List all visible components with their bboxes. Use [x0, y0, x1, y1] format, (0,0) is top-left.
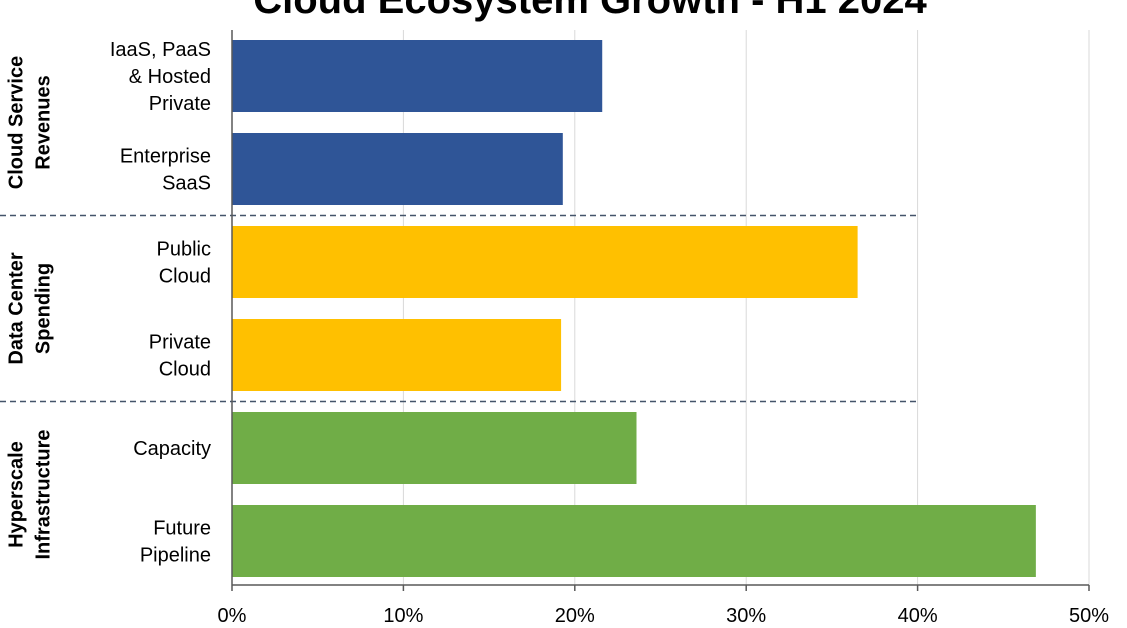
- bar: [232, 133, 563, 205]
- category-label: Private: [149, 332, 211, 354]
- category-label: Public: [157, 239, 211, 261]
- group-label: Infrastructure: [33, 429, 55, 559]
- x-tick-label: 0%: [218, 605, 247, 627]
- group-label: Revenues: [33, 75, 55, 170]
- category-label: Cloud: [159, 266, 211, 288]
- x-tick-label: 20%: [555, 605, 595, 627]
- x-tick-label: 40%: [898, 605, 938, 627]
- category-label: Cloud: [159, 359, 211, 381]
- category-label: Capacity: [133, 438, 211, 460]
- category-label: Private: [149, 93, 211, 115]
- x-tick-label: 50%: [1069, 605, 1109, 627]
- bar: [232, 505, 1036, 577]
- bar: [232, 226, 858, 298]
- category-label: IaaS, PaaS: [110, 39, 211, 61]
- group-label: Hyperscale: [6, 441, 28, 548]
- category-label: & Hosted: [129, 66, 211, 88]
- bar: [232, 40, 603, 112]
- bar: [232, 412, 637, 484]
- chart-title: Cloud Ecosystem Growth - H1 2024: [253, 0, 927, 22]
- x-tick-label: 10%: [383, 605, 423, 627]
- category-label: Future: [153, 518, 211, 540]
- x-tick-label: 30%: [726, 605, 766, 627]
- category-label: Enterprise: [120, 146, 211, 168]
- group-label: Cloud Service: [6, 56, 28, 189]
- bar: [232, 319, 562, 391]
- group-label: Spending: [33, 263, 55, 354]
- group-label: Data Center: [6, 252, 28, 364]
- category-label: Pipeline: [140, 545, 211, 567]
- category-label: SaaS: [162, 173, 211, 195]
